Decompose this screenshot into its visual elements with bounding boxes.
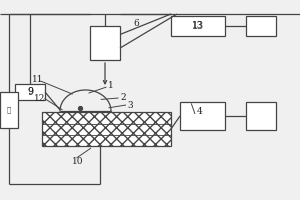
Bar [246,102,276,130]
Bar [0,92,18,128]
Text: 11: 11 [32,74,43,84]
Text: 9: 9 [27,88,33,97]
Bar [246,16,276,36]
Bar [42,112,171,146]
Text: 6: 6 [134,19,140,27]
Bar [15,84,45,100]
Text: 1: 1 [108,81,114,90]
Text: 4: 4 [196,108,202,116]
Text: 12: 12 [34,94,46,103]
Bar [90,26,120,60]
Text: 3: 3 [128,100,133,110]
Text: 9: 9 [27,87,33,97]
Text: 13: 13 [192,21,204,30]
Text: 2: 2 [120,92,126,102]
Bar [180,102,225,130]
Bar [171,16,225,36]
Text: 10: 10 [72,156,84,166]
Text: 充: 充 [7,107,11,113]
Text: 13: 13 [192,21,204,31]
